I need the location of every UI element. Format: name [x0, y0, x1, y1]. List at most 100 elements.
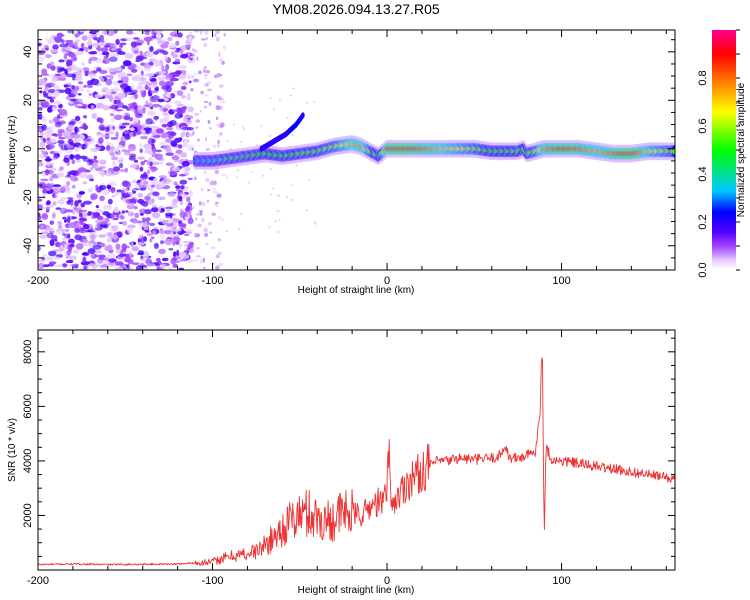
noise-blob [87, 73, 97, 77]
noise-blob [130, 127, 135, 131]
noise-blob [68, 222, 78, 228]
noise-blob [272, 108, 276, 111]
noise-blob [286, 116, 289, 119]
noise-blob [133, 42, 142, 46]
noise-blob [164, 238, 173, 246]
noise-blob [130, 83, 135, 91]
noise-blob [195, 212, 201, 217]
noise-blob [75, 51, 85, 55]
noise-blob [67, 233, 71, 239]
noise-blob [64, 87, 72, 95]
noise-blob [41, 68, 48, 75]
noise-blob [119, 44, 124, 48]
noise-blob [165, 63, 170, 71]
noise-blob [187, 127, 194, 131]
noise-blob [131, 246, 139, 252]
noise-blob [39, 90, 43, 94]
noise-blob [291, 134, 294, 137]
noise-blob [87, 211, 92, 216]
noise-blob [77, 199, 82, 204]
noise-blob [96, 188, 102, 193]
noise-blob [152, 204, 157, 208]
noise-blob [255, 144, 259, 147]
noise-blob [185, 206, 191, 211]
noise-blob [116, 249, 121, 255]
noise-blob [251, 171, 254, 174]
noise-blob [58, 59, 65, 63]
noise-blob [172, 229, 178, 232]
noise-blob [150, 90, 158, 94]
noise-blob [82, 256, 87, 263]
noise-blob [42, 264, 50, 268]
noise-blob [54, 121, 63, 127]
noise-blob [217, 238, 222, 242]
noise-blob [115, 147, 120, 153]
noise-blob [51, 167, 57, 171]
noise-blob [166, 85, 172, 93]
noise-blob [66, 145, 74, 149]
noise-blob [209, 180, 215, 186]
noise-blob [116, 101, 124, 108]
noise-blob [104, 217, 110, 220]
noise-blob [141, 217, 146, 223]
noise-blob [314, 222, 317, 225]
noise-blob [40, 47, 46, 55]
noise-blob [51, 106, 60, 111]
noise-blob [82, 211, 87, 219]
noise-blob [179, 211, 187, 218]
noise-blob [115, 131, 119, 138]
noise-blob [106, 205, 112, 210]
noise-blob [100, 223, 107, 228]
noise-blob [215, 36, 220, 42]
noise-blob [153, 116, 158, 121]
snr-y-axis-label: SNR (10 * v/v) [7, 418, 18, 482]
noise-blob [146, 199, 155, 205]
noise-blob [82, 238, 89, 243]
noise-blob [78, 191, 85, 195]
noise-blob [110, 47, 117, 51]
noise-blob [38, 198, 43, 202]
noise-blob [141, 161, 145, 165]
noise-blob [56, 199, 65, 205]
noise-blob [39, 234, 47, 239]
noise-blob [168, 247, 174, 251]
noise-blob [112, 217, 119, 221]
y-tick-label: 40 [22, 46, 34, 58]
noise-blob [107, 198, 113, 205]
noise-blob [114, 54, 119, 58]
snr-ticks [37, 330, 675, 571]
noise-blob [144, 84, 149, 90]
noise-blob [63, 132, 71, 136]
snr-x-axis-label: Height of straight line (km) [298, 585, 415, 596]
noise-blob [218, 51, 221, 57]
noise-blob [201, 38, 206, 41]
noise-blob [45, 209, 50, 213]
noise-blob [165, 214, 169, 219]
noise-blob [125, 245, 130, 249]
noise-blob [291, 184, 294, 187]
noise-blob [161, 178, 171, 184]
noise-blob [105, 170, 113, 177]
noise-blob [179, 173, 186, 177]
noise-blob [100, 266, 108, 270]
noise-blob [54, 239, 58, 242]
noise-blob [203, 68, 206, 74]
noise-blob [151, 138, 156, 144]
noise-blob [139, 142, 143, 148]
noise-blob [92, 70, 98, 74]
noise-blob [188, 80, 192, 84]
noise-blob [190, 75, 194, 79]
noise-blob [127, 227, 134, 234]
snr-series-line [38, 357, 675, 567]
noise-blob [84, 46, 89, 53]
noise-blob [221, 60, 225, 65]
noise-blob [125, 37, 132, 42]
noise-blob [79, 214, 84, 218]
noise-blob [180, 132, 186, 138]
noise-blob [105, 141, 110, 146]
noise-blob [78, 217, 85, 221]
noise-blob [44, 54, 52, 59]
noise-blob [241, 125, 245, 128]
noise-blob [291, 198, 294, 201]
noise-blob [149, 46, 154, 52]
